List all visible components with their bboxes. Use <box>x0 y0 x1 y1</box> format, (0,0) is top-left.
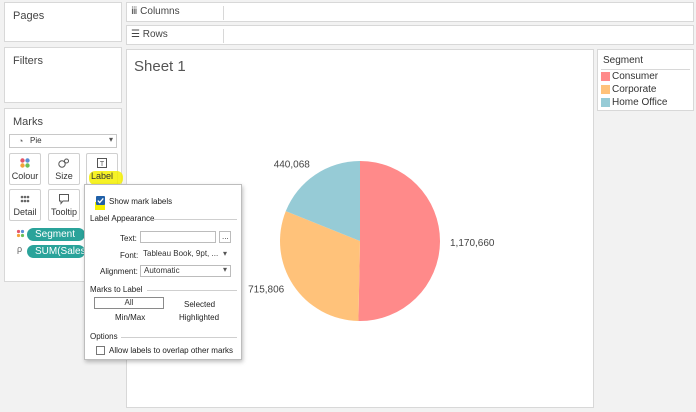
alignment-value: Automatic <box>144 266 180 275</box>
size-encoding-icon: ρ <box>17 244 23 254</box>
marks-title: Marks <box>13 116 43 128</box>
filters-title: Filters <box>13 55 43 67</box>
legend-swatch <box>601 85 610 94</box>
option-all[interactable]: All <box>94 297 164 309</box>
filters-panel[interactable]: Filters <box>4 47 122 103</box>
segment-pill[interactable]: Segment <box>27 228 85 241</box>
option-minmax[interactable]: Min/Max <box>115 313 146 322</box>
segment-legend: Segment <box>597 49 694 111</box>
pie-icon: ◔ <box>18 136 24 146</box>
marks-to-label-rule <box>147 290 237 291</box>
rows-label: Rows <box>142 29 168 40</box>
legend-title: Segment <box>603 55 644 66</box>
rows-icon: ☰ <box>131 29 143 40</box>
detail-card-label: Detail <box>13 207 37 217</box>
colour-card[interactable]: Colour <box>9 153 41 185</box>
pages-panel[interactable]: Pages <box>4 2 122 42</box>
options-rule <box>121 337 237 338</box>
columns-shelf-label: ⅲ Columns <box>131 6 224 20</box>
font-label: Font: <box>120 251 139 260</box>
legend-label: Home Office <box>612 97 668 108</box>
alignment-chevron-icon: ▾ <box>223 265 228 274</box>
detail-card[interactable]: Detail <box>9 189 41 221</box>
svg-text:T: T <box>100 161 105 168</box>
alignment-label: Alignment: <box>100 267 138 276</box>
colour-card-label: Colour <box>11 171 39 181</box>
label-icon: T <box>87 157 117 169</box>
columns-icon: ⅲ <box>131 6 141 17</box>
marks-to-label-heading: Marks to Label <box>90 285 143 294</box>
text-edit-button[interactable]: ... <box>219 231 231 243</box>
label-card-label: Label <box>90 171 114 181</box>
label-appearance-rule <box>154 219 237 220</box>
mark-type-dropdown[interactable]: ◔ Pie ▾ <box>9 134 117 148</box>
colour-encoding-icon <box>16 229 25 241</box>
columns-label: Columns <box>140 6 180 17</box>
show-labels-text[interactable]: Show mark labels <box>109 197 173 206</box>
text-input[interactable] <box>140 231 216 243</box>
label-card[interactable]: T Label <box>86 153 123 185</box>
overlap-checkbox[interactable] <box>96 346 105 355</box>
rows-drop-area[interactable] <box>225 28 691 42</box>
legend-swatch <box>601 72 610 81</box>
legend-divider <box>601 69 690 70</box>
rows-shelf-label: ☰ Rows <box>131 29 224 43</box>
option-highlighted[interactable]: Highlighted <box>179 313 220 322</box>
sum-sales-pill[interactable]: SUM(Sales) <box>27 245 85 258</box>
columns-drop-area[interactable] <box>225 5 691 19</box>
size-icon <box>49 157 79 169</box>
colour-icon <box>10 157 40 169</box>
sheet-title: Sheet 1 <box>134 58 186 75</box>
tooltip-icon <box>49 193 79 205</box>
rows-shelf[interactable]: ☰ Rows <box>126 25 694 45</box>
legend-label: Consumer <box>612 71 659 82</box>
detail-icon <box>10 193 40 205</box>
chevron-down-icon: ▾ <box>108 135 113 144</box>
font-dropdown[interactable]: Tableau Book, 9pt, ... <box>140 249 231 261</box>
label-appearance-heading: Label Appearance <box>90 214 155 223</box>
tooltip-card[interactable]: Tooltip <box>48 189 80 221</box>
columns-shelf[interactable]: ⅲ Columns <box>126 2 694 22</box>
show-labels-highlight <box>95 202 105 210</box>
overlap-text[interactable]: Allow labels to overlap other marks <box>109 346 234 355</box>
font-value: Tableau Book, 9pt, ... <box>143 249 219 258</box>
font-chevron-icon: ▾ <box>223 249 228 258</box>
show-labels-checkbox[interactable] <box>96 196 105 205</box>
size-card[interactable]: Size <box>48 153 80 185</box>
pages-title: Pages <box>13 10 45 22</box>
options-heading: Options <box>90 332 118 341</box>
alignment-dropdown[interactable]: Automatic <box>140 265 231 277</box>
option-selected[interactable]: Selected <box>184 300 216 309</box>
option-all-label: All <box>124 298 134 307</box>
label-highlight <box>89 171 123 185</box>
legend-swatch <box>601 98 610 107</box>
tooltip-card-label: Tooltip <box>50 207 77 217</box>
mark-type-value: Pie <box>30 136 42 145</box>
legend-label: Corporate <box>612 84 657 95</box>
size-card-label: Size <box>55 171 73 181</box>
label-popup: Show mark labels Label Appearance Text: … <box>84 184 242 360</box>
text-label: Text: <box>120 234 137 243</box>
